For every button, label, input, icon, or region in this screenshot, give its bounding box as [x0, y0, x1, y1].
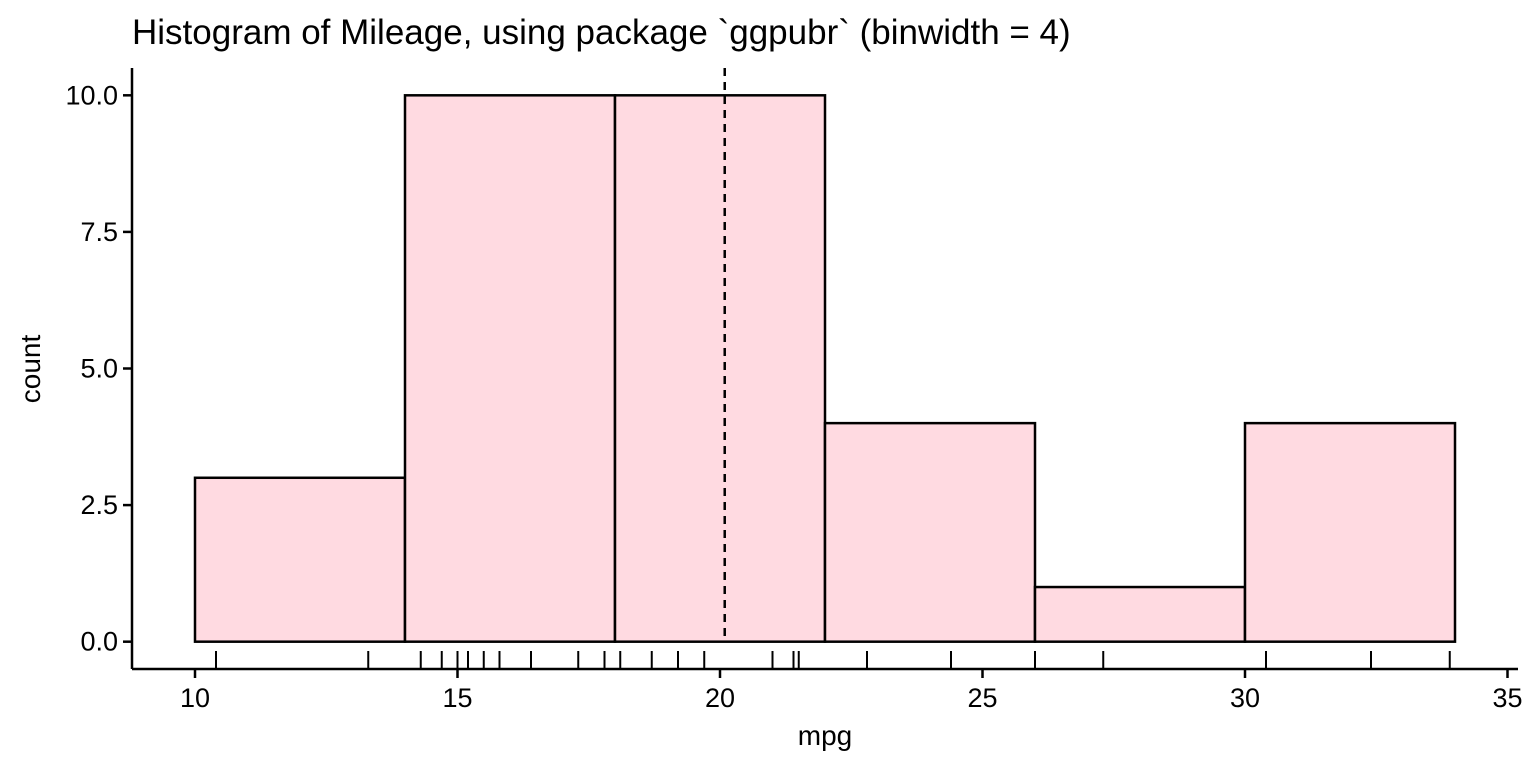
y-tick-label: 0.0	[80, 627, 118, 657]
rug-group	[215, 651, 1451, 669]
y-tick-label: 5.0	[80, 354, 118, 384]
histogram-bar	[823, 421, 1037, 643]
histogram-bar	[193, 476, 407, 643]
x-tick-label: 15	[442, 683, 472, 713]
chart-title: Histogram of Mileage, using package `ggp…	[132, 13, 1071, 52]
x-tick-label: 20	[705, 683, 735, 713]
histogram-bar	[1033, 585, 1247, 643]
bars-group	[193, 94, 1457, 643]
y-tick-label: 10.0	[65, 80, 118, 110]
axes-group: 10 15 20 25 30 35 0.0 2.5 5.0 7.5 10.0	[65, 68, 1523, 713]
histogram-bar	[1243, 421, 1457, 643]
y-tick-label: 7.5	[80, 217, 118, 247]
histogram-bar	[403, 94, 617, 643]
x-tick-label: 35	[1492, 683, 1522, 713]
histogram-bar	[613, 94, 827, 643]
y-axis-label: count	[15, 335, 46, 404]
x-tick-label: 10	[180, 683, 210, 713]
x-axis-label: mpg	[798, 720, 852, 751]
x-tick-label: 25	[967, 683, 997, 713]
x-tick-label: 30	[1230, 683, 1260, 713]
y-tick-label: 2.5	[80, 490, 118, 520]
